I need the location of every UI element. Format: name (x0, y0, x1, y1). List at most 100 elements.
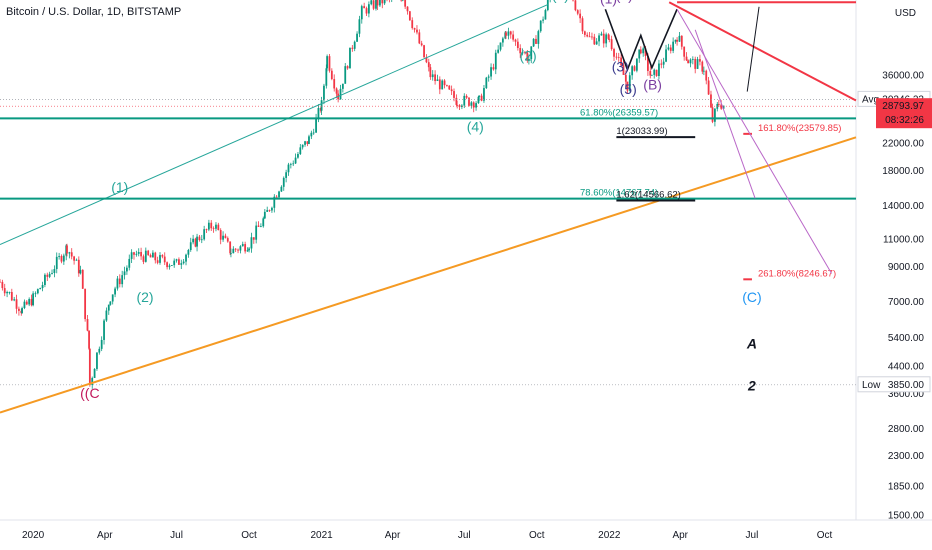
projection-tick-line[interactable] (746, 6, 760, 92)
candle-body (75, 259, 78, 261)
candle-body (358, 19, 361, 34)
candle-body (346, 66, 349, 69)
fib-level-label: 78.60%(14767.74) (580, 188, 658, 199)
candle-body (282, 177, 285, 187)
wave-path[interactable] (604, 8, 678, 72)
candle-body (443, 80, 446, 86)
candle-body (509, 31, 512, 35)
candle-body (450, 89, 453, 92)
time-tick-label: Apr (97, 530, 113, 541)
fib-level-label: 61.80%(26359.57) (580, 107, 658, 118)
candle-body (217, 224, 220, 231)
candle-body (494, 52, 497, 70)
candle-body (86, 319, 89, 331)
candle-body (507, 31, 510, 36)
candle-body (425, 57, 428, 63)
candle-body (304, 141, 306, 145)
candle-body (207, 222, 210, 230)
candle-body (198, 236, 201, 241)
candle-body (292, 163, 295, 165)
candle-body (631, 66, 634, 76)
price-scale-bg (856, 0, 932, 550)
candle-body (478, 95, 481, 97)
price-tick-label: 9000.00 (888, 262, 925, 273)
candle-body (499, 42, 502, 50)
candle-body (70, 252, 73, 257)
candle-body (268, 210, 271, 211)
candle-body (351, 47, 354, 49)
candle-body (203, 229, 206, 240)
candle-body (137, 251, 140, 254)
projection-arrow-long[interactable] (676, 8, 832, 274)
candle-body (353, 41, 356, 49)
candle-body (210, 222, 213, 229)
candle-body (273, 196, 276, 208)
candle-body (613, 49, 615, 57)
candle-body (379, 0, 381, 6)
wave-label: (2) (520, 48, 537, 64)
candle-body (413, 28, 416, 30)
candle-body (411, 20, 414, 29)
candle-body (602, 33, 605, 44)
candle-body (694, 59, 697, 69)
candle-body (660, 63, 663, 65)
candle-body (633, 66, 636, 71)
candle-body (312, 132, 315, 134)
trendline-red-resistance[interactable] (668, 1, 857, 102)
last-price-countdown: 08:32:26 (885, 115, 924, 126)
candle-body (615, 56, 618, 58)
candle-body (722, 105, 725, 109)
time-tick-label: Oct (529, 530, 545, 541)
price-tick-label: 22000.00 (882, 138, 924, 149)
candle-body (588, 36, 591, 38)
candle-body (142, 256, 145, 262)
candle-body (15, 299, 18, 309)
time-tick-label: 2020 (22, 530, 45, 541)
trendline-orange-support[interactable] (0, 136, 857, 414)
candle-body (689, 59, 692, 64)
candle-body (13, 299, 16, 301)
candle-body (487, 76, 490, 78)
candle-body (339, 88, 342, 100)
candle-body (222, 235, 224, 240)
time-tick-label: Jul (458, 530, 471, 541)
price-tick-label: 2800.00 (888, 424, 925, 435)
price-tick-label: 7000.00 (888, 297, 925, 308)
candle-body (710, 94, 712, 108)
candle-body (595, 41, 598, 45)
candle-body (262, 218, 265, 227)
candle-body (581, 18, 584, 32)
candle-body (707, 80, 710, 95)
price-tick-label: 11000.00 (883, 234, 924, 245)
candle-body (168, 265, 171, 268)
candle-body (18, 308, 20, 311)
candle-body (335, 88, 338, 94)
candle-body (53, 269, 56, 274)
wave-label: (C) (742, 289, 761, 305)
candle-body (456, 104, 459, 106)
candle-body (107, 304, 110, 311)
candle-body (453, 91, 455, 98)
candle-body (159, 255, 161, 263)
fib-level-label: 1.62(14566.62) (616, 190, 680, 201)
time-tick-label: Apr (385, 530, 401, 541)
candle-body (278, 191, 280, 198)
price-tick-label: 4400.00 (888, 361, 925, 372)
candle-body (535, 38, 537, 44)
candle-body (161, 255, 164, 257)
candle-body (0, 281, 1, 283)
candle-body (58, 255, 61, 257)
candle-body (622, 65, 625, 75)
trendline-green-channel[interactable] (0, 4, 549, 246)
candle-body (687, 60, 690, 64)
wave-label: (1) (111, 179, 128, 195)
candle-body (60, 255, 63, 262)
candle-body (360, 6, 363, 20)
candle-body (672, 41, 675, 51)
candle-body (711, 107, 714, 122)
projection-arrow-short[interactable] (694, 29, 756, 199)
candle-body (93, 368, 96, 378)
candle-body (289, 163, 292, 165)
candle-body (475, 103, 477, 108)
